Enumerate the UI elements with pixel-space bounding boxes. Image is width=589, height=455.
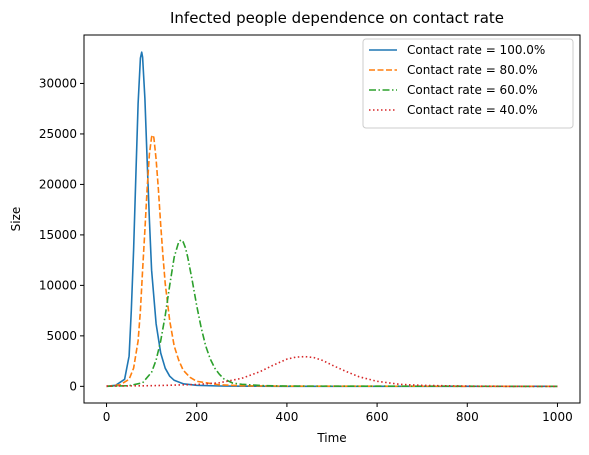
x-tick-label: 0 [103,410,111,424]
y-tick-label: 0 [69,379,77,393]
series-line-1 [106,51,558,388]
x-tick-label: 800 [456,410,479,424]
plot-series [106,51,558,388]
legend-label-4: Contact rate = 40.0% [407,103,538,117]
legend: Contact rate = 100.0% Contact rate = 80.0… [362,38,574,129]
y-tick-label: 5000 [46,329,77,343]
y-tick-label: 15000 [39,228,77,242]
series-line-4 [106,355,558,388]
y-tick-label: 20000 [39,177,77,191]
series-line-2 [106,134,558,388]
x-tick-label: 1000 [542,410,573,424]
legend-label-3: Contact rate = 60.0% [407,83,538,97]
x-axis-label: Time [316,431,346,445]
x-tick-label: 600 [366,410,389,424]
y-axis-ticks: 0 5000 10000 15000 20000 25000 30000 [39,76,84,393]
x-axis-ticks: 0 200 400 600 800 1000 [103,403,573,424]
series-line-3 [106,239,558,388]
legend-label-2: Contact rate = 80.0% [407,63,538,77]
y-axis-label: Size [9,207,23,232]
legend-items: Contact rate = 100.0% Contact rate = 80.0… [369,43,545,117]
x-tick-label: 200 [185,410,208,424]
legend-label-1: Contact rate = 100.0% [407,43,545,57]
plot-frame [83,34,581,404]
y-tick-label: 30000 [39,76,77,90]
chart-title: Infected people dependence on contact ra… [170,9,504,27]
legend-box [362,38,574,129]
y-tick-label: 25000 [39,127,77,141]
y-tick-label: 10000 [39,278,77,292]
x-tick-label: 400 [275,410,298,424]
